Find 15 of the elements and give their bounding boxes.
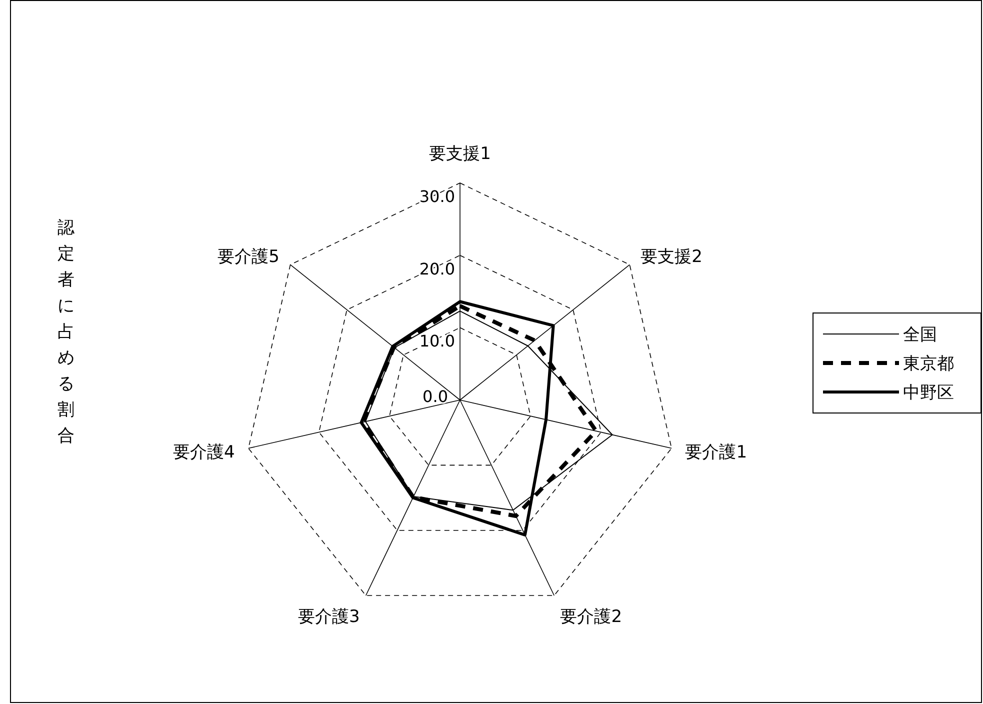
- legend-label: 東京都: [903, 354, 954, 374]
- spoke-label: 要介護3: [298, 607, 360, 628]
- y-tick-label: 20.0: [419, 259, 455, 278]
- legend-label: 中野区: [903, 383, 954, 403]
- spoke-label: 要介護4: [172, 442, 235, 462]
- spoke-label: 要支援1: [429, 144, 491, 164]
- y-tick-label: 0.0: [422, 387, 448, 406]
- legend-label: 全国: [903, 325, 937, 345]
- spoke-label: 要介護2: [560, 607, 622, 628]
- y-tick-label: 30.0: [419, 187, 455, 206]
- spoke-label: 要介護5: [218, 246, 280, 267]
- spoke-label: 要支援2: [640, 246, 702, 267]
- y-tick-label: 10.0: [419, 332, 455, 351]
- spoke-label: 要介護1: [685, 442, 748, 462]
- text: 認定者に占める割合: [58, 218, 74, 446]
